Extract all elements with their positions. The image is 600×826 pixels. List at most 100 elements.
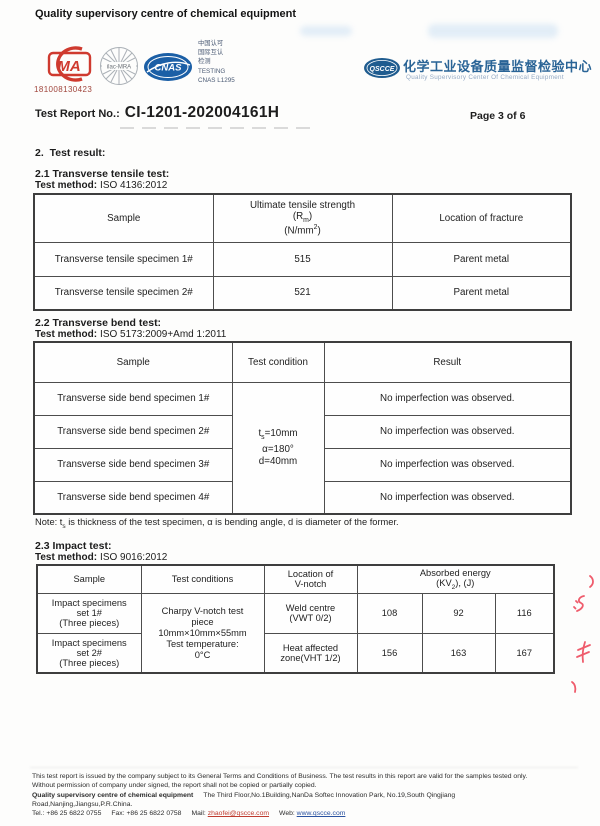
cert-line: TESTING: [198, 67, 226, 75]
cell-vnotch-location: Weld centre (VWT 0/2): [263, 592, 358, 634]
cert-line: 中国认可: [198, 40, 224, 47]
tensile-test-method: Test method: ISO 4136:2012: [35, 180, 167, 191]
footer-contact-line: Tel.: +86 25 6822 0755 Fax: +86 25 6822 0…: [32, 809, 580, 818]
cell-energy-value: 116: [494, 592, 555, 634]
test-method-value: ISO 9016:2012: [100, 552, 168, 563]
col-header-sample: Sample: [33, 193, 214, 243]
cell-energy-value: 92: [421, 592, 496, 634]
cell-sample: Transverse tensile specimen 2#: [33, 275, 214, 311]
test-method-label: Test method:: [35, 552, 98, 563]
cell-sample: Transverse tensile specimen 1#: [33, 241, 214, 277]
footer-address-line2: Road,Nanjing,Jiangsu,P.R.China.: [32, 800, 133, 808]
scan-footer-rule: [30, 767, 578, 768]
report-number-line: Test Report No.: CI-1201-202004161H: [35, 104, 279, 122]
footer: This test report is issued by the compan…: [32, 772, 580, 818]
impact-table: Sample Test conditions Location of V-not…: [36, 564, 556, 675]
col-header-energy: Absorbed energy (KV2), (J): [356, 564, 555, 594]
table-header-row: Sample Ultimate tensile strength (Rm) (N…: [33, 193, 572, 243]
cell-result: No imperfection was observed.: [323, 480, 572, 515]
table-header-row: Sample Test condition Result: [33, 341, 572, 383]
table-row: Impact specimens set 2# (Three pieces) H…: [36, 632, 555, 674]
handwritten-mark-icon: [571, 575, 594, 693]
cell-vnotch-location: Heat affected zone(VHT 1/2): [263, 632, 358, 674]
test-method-value: ISO 4136:2012: [100, 180, 168, 191]
cell-sample: Transverse side bend specimen 4#: [33, 480, 233, 515]
cnas-certification-text: 中国认可 国际互认 检测 TESTING CNAS L1295: [198, 39, 235, 85]
impact-test-method: Test method: ISO 9016:2012: [35, 552, 167, 563]
table-row: Transverse side bend specimen 1# ts=10mm…: [33, 381, 572, 515]
svg-text:MA: MA: [57, 58, 80, 75]
scan-smudge: [428, 24, 558, 38]
cell-result: No imperfection was observed.: [323, 381, 572, 416]
cell-location: Parent metal: [391, 241, 572, 277]
cell-value: 521: [212, 275, 393, 311]
cell-test-conditions: Charpy V-notch test piece 10mm×10mm×55mm…: [140, 592, 265, 674]
table-row: Transverse side bend specimen 4# No impe…: [33, 480, 572, 515]
test-method-label: Test method:: [35, 329, 98, 340]
page-title: Quality supervisory centre of chemical e…: [35, 8, 297, 20]
section-heading-test-result: 2. Test result:: [35, 147, 106, 159]
footer-address-line1: Quality supervisory centre of chemical e…: [32, 791, 456, 799]
footer-terms-line2: Without permission of company under sign…: [32, 782, 317, 790]
section-heading-tensile: 2.1 Transverse tensile test:: [35, 168, 170, 180]
col-header-condition: Test condition: [231, 341, 325, 383]
svg-text:ilac-MRA: ilac-MRA: [107, 65, 131, 71]
scan-smudge: [300, 26, 352, 36]
col-header-result: Result: [323, 341, 572, 383]
footer-web-link[interactable]: www.qscce.com: [296, 810, 346, 818]
svg-text:CNAS: CNAS: [155, 63, 183, 74]
footer-web-label: Web:: [279, 810, 295, 818]
bend-test-method: Test method: ISO 5173:2009+Amd 1:2011: [35, 329, 226, 340]
col-header-uts: Ultimate tensile strength (Rm) (N/mm2): [212, 193, 393, 243]
cell-value: 515: [212, 241, 393, 277]
cell-sample: Impact specimens set 2# (Three pieces): [36, 632, 142, 674]
tensile-table: Sample Ultimate tensile strength (Rm) (N…: [33, 193, 572, 311]
cma-logo-icon: MA: [47, 46, 92, 82]
footer-mail-link[interactable]: zhaofei@qscce.com: [207, 810, 270, 818]
table-header-row: Sample Test conditions Location of V-not…: [36, 564, 555, 594]
cell-sample: Impact specimens set 1# (Three pieces): [36, 592, 142, 634]
test-method-label: Test method:: [35, 180, 98, 191]
table-row: Transverse tensile specimen 2# 521 Paren…: [33, 275, 572, 311]
section-heading-impact: 2.3 Impact test:: [35, 540, 112, 552]
report-number-label: Test Report No.:: [35, 108, 120, 120]
footer-fax: Fax: +86 25 6822 0758: [111, 810, 182, 818]
page-indicator: Page 3 of 6: [470, 110, 526, 122]
ilac-mra-logo-icon: ilac-MRA: [100, 47, 138, 85]
report-number: CI-1201-202004161H: [124, 104, 280, 121]
cert-line: CNAS L1295: [198, 76, 235, 84]
cnas-logo-icon: CNAS: [144, 53, 192, 81]
bend-table: Sample Test condition Result Transverse …: [33, 341, 572, 515]
scan-underline-artifact: [120, 127, 310, 129]
table-row: Transverse side bend specimen 3# No impe…: [33, 447, 572, 482]
table-row: Transverse tensile specimen 1# 515 Paren…: [33, 241, 572, 277]
cell-test-condition: ts=10mm α=180° d=40mm: [231, 381, 325, 515]
cell-location: Parent metal: [391, 275, 572, 311]
cert-line: 国际互认: [198, 49, 224, 57]
cma-certificate-number: 181008130423: [34, 85, 93, 94]
cell-sample: Transverse side bend specimen 2#: [33, 414, 233, 449]
qscce-badge-icon: QSCCE: [364, 58, 400, 78]
cell-result: No imperfection was observed.: [323, 414, 572, 449]
bend-table-note: Note: ts is thickness of the test specim…: [35, 517, 399, 530]
cell-energy-value: 167: [494, 632, 555, 674]
qscce-title-english: Quality Supervisory Center Of Chemical E…: [406, 74, 564, 81]
test-method-value: ISO 5173:2009+Amd 1:2011: [100, 329, 227, 340]
svg-text:QSCCE: QSCCE: [370, 66, 395, 73]
table-row: Impact specimens set 1# (Three pieces) C…: [36, 592, 555, 674]
cell-sample: Transverse side bend specimen 3#: [33, 447, 233, 482]
cell-result: No imperfection was observed.: [323, 447, 572, 482]
footer-mail-label: Mail:: [191, 810, 206, 818]
col-header-vnotch: Location of V-notch: [263, 564, 358, 594]
section-heading-bend: 2.2 Transverse bend test:: [35, 317, 162, 329]
qscce-title-chinese: 化学工业设备质量监督检验中心: [403, 59, 593, 74]
footer-tel: Tel.: +86 25 6822 0755: [32, 810, 102, 818]
cell-energy-value: 108: [356, 592, 423, 634]
col-header-sample: Sample: [33, 341, 233, 383]
table-row: Transverse side bend specimen 2# No impe…: [33, 414, 572, 449]
footer-terms-line1: This test report is issued by the compan…: [32, 773, 528, 780]
cell-energy-value: 163: [421, 632, 496, 674]
cell-sample: Transverse side bend specimen 1#: [33, 381, 233, 416]
cell-energy-value: 156: [356, 632, 423, 674]
